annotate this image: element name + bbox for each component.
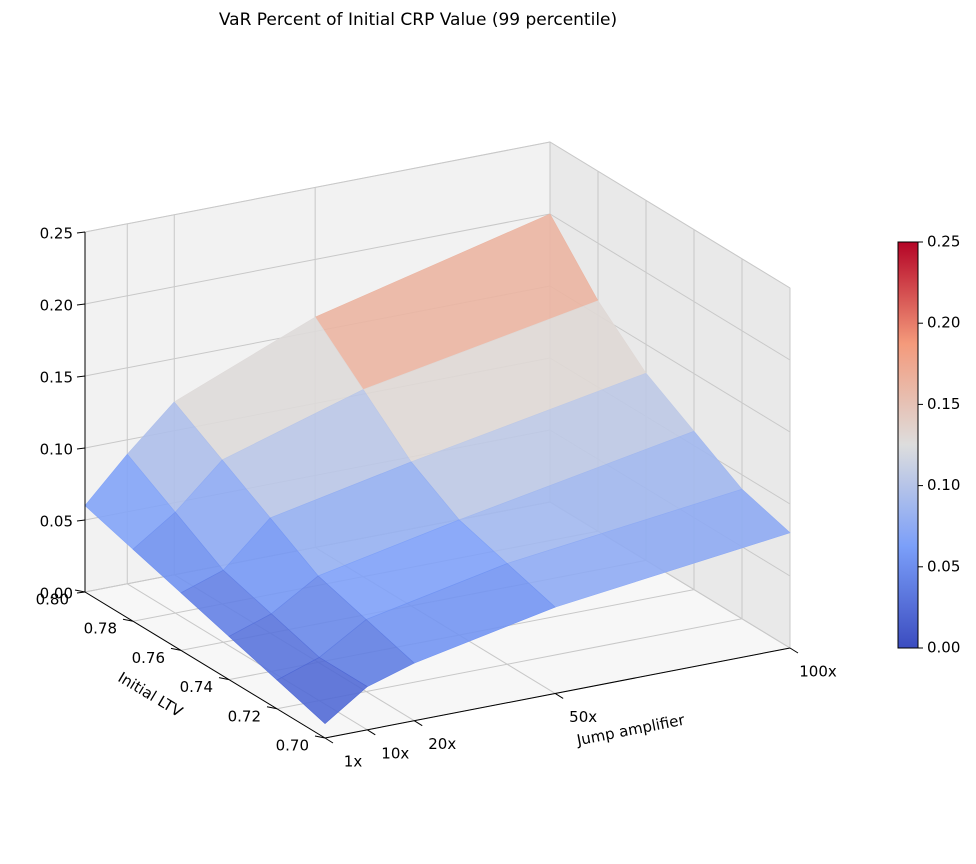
tick-mark — [413, 720, 423, 727]
colorbar-tick-label: 0.20 — [927, 314, 960, 332]
z-tick-label: 0.05 — [40, 513, 73, 531]
tick-mark — [314, 735, 326, 739]
x-tick-label: 1x — [344, 753, 363, 771]
tick-mark — [76, 375, 86, 378]
colorbar-tick-label: 0.15 — [927, 395, 960, 413]
colorbar-tick-label: 0.05 — [927, 557, 960, 575]
tick-mark — [76, 303, 86, 306]
z-tick-label: 0.20 — [40, 297, 73, 315]
colorbar-tick-label: 0.10 — [927, 476, 960, 494]
x-tick-label: 20x — [428, 735, 456, 753]
tick-mark — [324, 737, 334, 744]
surface — [84, 213, 791, 725]
tick-mark — [367, 729, 376, 736]
tick-mark — [76, 447, 86, 450]
y-tick-label: 0.78 — [84, 620, 117, 638]
y-tick-label: 0.80 — [36, 591, 69, 609]
tick-mark — [554, 693, 564, 699]
surface-patch — [276, 657, 368, 725]
grid-line — [84, 213, 551, 305]
grid-line — [549, 213, 791, 361]
tick-mark — [74, 589, 86, 593]
tick-mark — [218, 677, 230, 681]
y-tick-label: 0.74 — [180, 678, 213, 696]
y-tick-label: 0.72 — [228, 707, 261, 725]
x-tick-label: 10x — [381, 744, 409, 762]
x-tick-label: 50x — [569, 708, 597, 726]
x-axis — [324, 647, 791, 739]
chart-title: VaR Percent of Initial CRP Value (99 per… — [219, 10, 617, 30]
tick-mark — [789, 647, 799, 654]
colorbar — [897, 241, 919, 649]
tick-mark — [170, 647, 182, 651]
y-tick-label: 0.76 — [132, 649, 165, 667]
z-tick-label: 0.00 — [40, 585, 73, 603]
y-tick-label: 0.70 — [276, 737, 309, 755]
z-tick-label: 0.15 — [40, 369, 73, 387]
colorbar-tick-label: 0.25 — [927, 233, 960, 251]
x-tick-label: 100x — [799, 663, 837, 681]
tick-mark — [76, 231, 86, 234]
grid-line — [84, 141, 551, 233]
grid-line — [549, 141, 791, 289]
tick-mark — [122, 618, 134, 622]
z-tick-label: 0.10 — [40, 441, 73, 459]
z-tick-label: 0.25 — [40, 225, 73, 243]
colorbar-tick-label: 0.00 — [927, 639, 960, 657]
y-axis — [84, 591, 326, 739]
tick-mark — [266, 706, 278, 710]
y-axis-label: Initial LTV — [115, 668, 187, 721]
tick-mark — [76, 519, 86, 522]
